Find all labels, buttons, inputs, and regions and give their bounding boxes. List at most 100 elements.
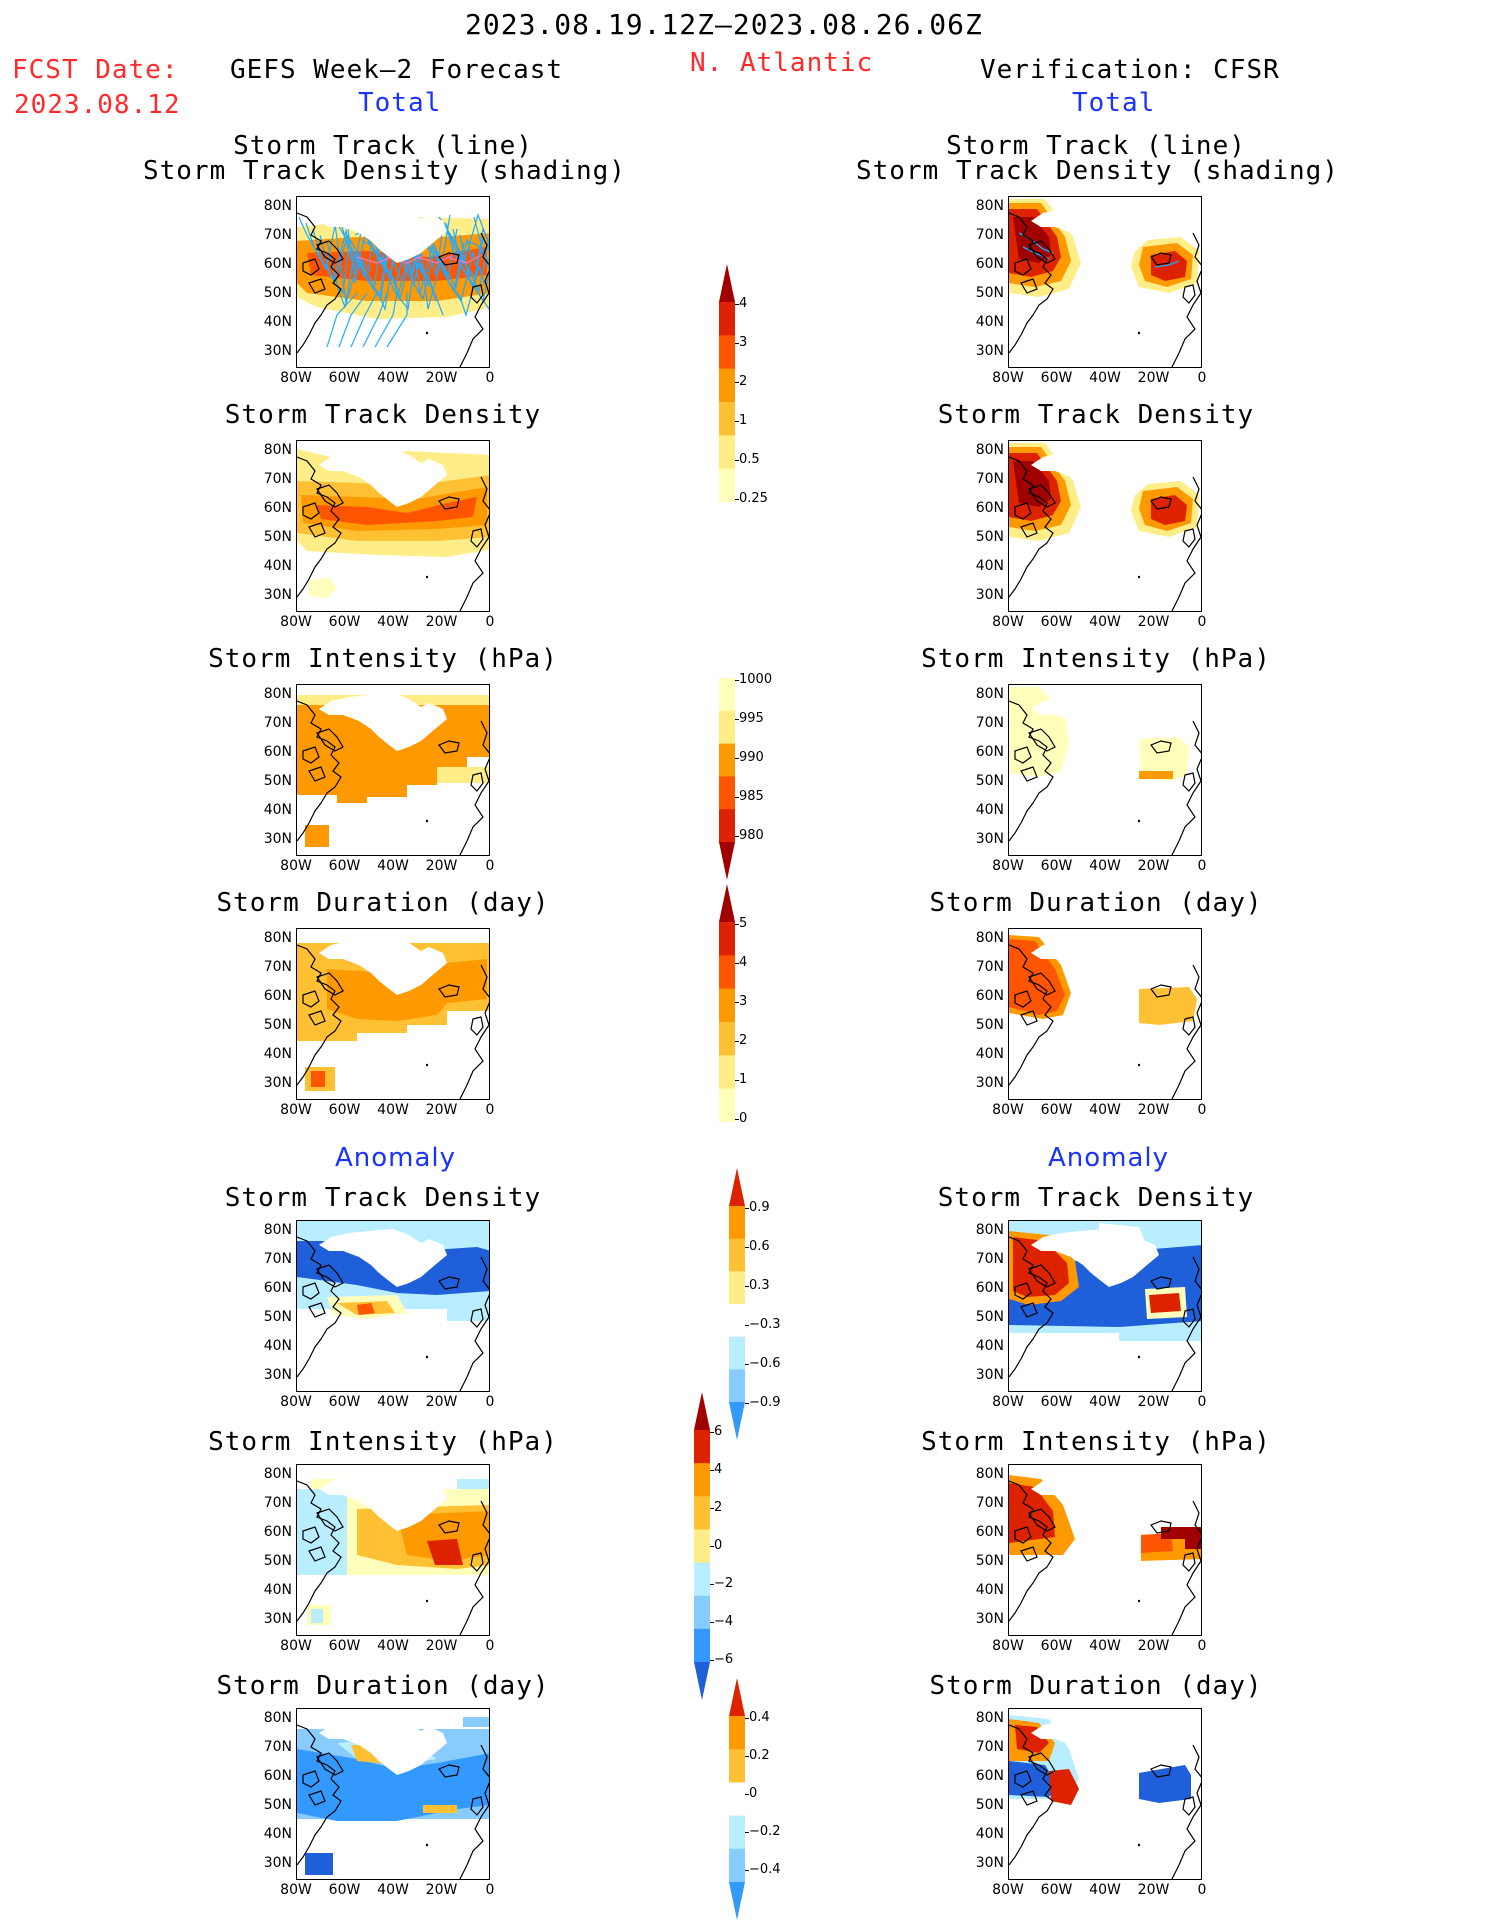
map-canvas [297,1717,489,1879]
coast-segment [1009,1480,1054,1622]
lat-tick-label: 30N [263,1611,292,1627]
lon-tick-label: 0 [485,1638,495,1654]
map-canvas [297,449,489,611]
colorbar-label: 0.2 [749,1748,770,1763]
colorbar-label: 2 [714,1500,723,1515]
colorbar-segment [694,1430,710,1464]
left-title-anom-density: Storm Track Density [224,1183,542,1213]
shade-cell [463,1717,489,1727]
lat-tick-label: 40N [263,558,292,574]
lat-tick-label: 80N [263,442,292,458]
colorbar-anom-duration [729,1678,759,1928]
lat-tick-label: 80N [263,930,292,946]
lat-tick-label: 50N [975,285,1004,301]
map-canvas [1009,935,1201,1099]
lon-tick-label: 0 [1197,370,1207,386]
colorbar-segment [729,1848,745,1883]
lon-tick-label: 80W [992,1882,1024,1898]
greenland-outline [319,693,447,751]
right-title-track-line: Storm Track (line) [946,131,1246,161]
lat-tick-label: 30N [263,831,292,847]
colorbar-label: 980 [739,828,764,843]
colorbar-label: −4 [714,1614,734,1629]
lon-tick-label: 20W [425,1638,458,1654]
colorbar-segment [729,1716,745,1750]
shade-cell [437,767,489,783]
lat-tick-label: 40N [975,314,1004,330]
left-title-anom-duration: Storm Duration (day) [216,1671,550,1701]
lat-tick-label: 50N [975,1309,1004,1325]
lat-tick-label: 30N [263,1367,292,1383]
lon-tick-label: 80W [280,858,312,874]
colorbar-top-arrow [729,1678,745,1716]
lon-tick-label: 0 [1197,858,1207,874]
colorbar-segment [729,1271,745,1305]
shade-region [1009,939,1065,1015]
colorbar-tick [735,797,739,798]
colorbar-label: 4 [739,296,748,311]
colorbar-label: −0.4 [749,1862,781,1877]
shade-cell [311,1609,323,1623]
shade-cell [305,1853,333,1875]
shade-cell [1139,771,1173,779]
greenland-outline [1031,1717,1159,1775]
azores-dot [425,819,429,823]
coast-segment [459,720,489,855]
lat-tick-label: 50N [263,1309,292,1325]
coast-segment [470,1552,484,1572]
coast-segment [1182,1552,1196,1572]
coast-segment [470,1796,484,1816]
right-anom-density-map [1008,1220,1202,1392]
coast-segment [1014,972,1056,1026]
colorbar-label: 0.6 [749,1239,770,1254]
storm-track-line [386,293,408,348]
coast-segment [1171,1256,1201,1391]
lon-tick-label: 60W [328,1394,361,1410]
map-canvas [1009,199,1201,367]
coast-segment [459,1256,489,1391]
coast-segment [1150,496,1172,510]
colorbar-segment [694,1496,710,1530]
colorbar-segment [729,1238,745,1272]
right-anom-duration-map [1008,1708,1202,1880]
left-track-line-map [296,196,490,368]
lat-tick-label: 80N [975,1222,1004,1238]
colorbar-bottom-arrow [729,1882,745,1920]
lat-tick-label: 60N [263,256,292,272]
storm-track-line [375,222,444,316]
storm-track-line [403,216,472,301]
coast-segment [470,284,484,304]
shade-region [1139,737,1189,781]
colorbar-segment [719,710,735,745]
storm-track-line [1154,260,1180,268]
colorbar-label: 1 [739,1072,748,1087]
azores-dot [425,1599,429,1603]
colorbar-tick [735,460,739,461]
map-canvas [297,937,489,1099]
colorbar-tick [745,1832,749,1833]
shade-region [297,705,489,803]
coastline [297,1724,489,1879]
coast-segment [297,1480,342,1622]
lat-tick-label: 50N [263,773,292,789]
coast-segment [297,1236,342,1378]
colorbar-label: 0.5 [739,452,760,467]
coast-segment [302,972,344,1026]
colorbar-label: 3 [739,335,748,350]
left-title-duration: Storm Duration (day) [216,888,550,918]
lat-tick-label: 70N [263,471,292,487]
greenland-outline [319,449,447,507]
lon-tick-label: 60W [328,370,361,386]
lat-tick-label: 30N [975,587,1004,603]
lon-tick-label: 0 [1197,1882,1207,1898]
lon-tick-label: 40W [1089,370,1121,386]
lat-tick-label: 80N [975,1710,1004,1726]
coast-segment [1182,1308,1196,1328]
colorbar-label: −0.6 [749,1356,781,1371]
colorbar-label: 5 [739,916,748,931]
colorbar-label: 990 [739,750,764,765]
azores-dot [1137,819,1141,823]
greenland-outline [319,1717,447,1775]
colorbar-anom-intensity [694,1392,724,1708]
azores-dot [425,575,429,579]
